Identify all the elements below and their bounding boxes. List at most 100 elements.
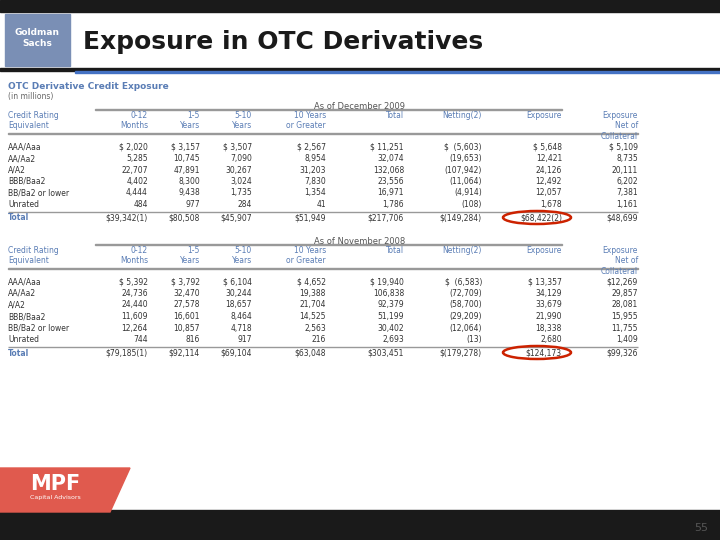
Text: (29,209): (29,209) — [449, 312, 482, 321]
Text: 1-5
Years: 1-5 Years — [180, 111, 200, 130]
Text: $(179,278): $(179,278) — [440, 348, 482, 357]
Text: 12,264: 12,264 — [122, 323, 148, 333]
Text: (12,064): (12,064) — [449, 323, 482, 333]
Text: Exposure
Net of
Collateral: Exposure Net of Collateral — [601, 246, 638, 276]
Text: (in millions): (in millions) — [8, 92, 53, 101]
Text: 7,381: 7,381 — [616, 188, 638, 198]
Text: Exposure in OTC Derivatives: Exposure in OTC Derivatives — [83, 30, 483, 54]
Text: $  (6,583): $ (6,583) — [445, 278, 482, 287]
Text: $99,326: $99,326 — [606, 348, 638, 357]
Text: $ 19,940: $ 19,940 — [370, 278, 404, 287]
Text: $39,342(1): $39,342(1) — [106, 213, 148, 222]
Text: 1,354: 1,354 — [305, 188, 326, 198]
Text: 32,470: 32,470 — [174, 289, 200, 298]
Text: 2,693: 2,693 — [382, 335, 404, 344]
Text: 55: 55 — [694, 523, 708, 533]
Text: 10,745: 10,745 — [174, 154, 200, 163]
Text: $ 11,251: $ 11,251 — [371, 143, 404, 152]
Text: Credit Rating
Equivalent: Credit Rating Equivalent — [8, 111, 59, 130]
Text: 5-10
Years: 5-10 Years — [232, 246, 252, 265]
Text: Credit Rating
Equivalent: Credit Rating Equivalent — [8, 246, 59, 265]
Text: $ 2,567: $ 2,567 — [297, 143, 326, 152]
Text: $ 3,507: $ 3,507 — [223, 143, 252, 152]
Text: BBB/Baa2: BBB/Baa2 — [8, 177, 45, 186]
Text: 24,440: 24,440 — [122, 300, 148, 309]
Bar — [95, 109, 562, 110]
Text: Unrated: Unrated — [8, 335, 39, 344]
Text: BBB/Baa2: BBB/Baa2 — [8, 312, 45, 321]
Text: 4,718: 4,718 — [230, 323, 252, 333]
Text: Netting(2): Netting(2) — [443, 111, 482, 120]
Text: As of December 2009: As of December 2009 — [315, 102, 405, 111]
Text: 12,492: 12,492 — [536, 177, 562, 186]
Text: 2,680: 2,680 — [541, 335, 562, 344]
Text: 24,736: 24,736 — [122, 289, 148, 298]
Text: $ 4,652: $ 4,652 — [297, 278, 326, 287]
Text: $12,269: $12,269 — [607, 278, 638, 287]
Text: (108): (108) — [462, 200, 482, 209]
Text: (19,653): (19,653) — [449, 154, 482, 163]
Text: 8,954: 8,954 — [305, 154, 326, 163]
Text: 15,955: 15,955 — [611, 312, 638, 321]
Text: 23,556: 23,556 — [377, 177, 404, 186]
Text: Netting(2): Netting(2) — [443, 246, 482, 255]
Text: $ 13,357: $ 13,357 — [528, 278, 562, 287]
Text: $51,949: $51,949 — [294, 213, 326, 222]
Text: 32,074: 32,074 — [377, 154, 404, 163]
Text: (107,942): (107,942) — [445, 165, 482, 174]
Text: 18,338: 18,338 — [536, 323, 562, 333]
Text: 16,971: 16,971 — [377, 188, 404, 198]
Text: $(149,284): $(149,284) — [440, 213, 482, 222]
Text: 33,679: 33,679 — [535, 300, 562, 309]
Text: 12,421: 12,421 — [536, 154, 562, 163]
Text: Exposure: Exposure — [526, 111, 562, 120]
Text: 106,838: 106,838 — [373, 289, 404, 298]
Text: 4,444: 4,444 — [126, 188, 148, 198]
Bar — [0, 510, 720, 540]
Text: Capital Advisors: Capital Advisors — [30, 495, 81, 500]
Text: Exposure
Net of
Collateral: Exposure Net of Collateral — [601, 111, 638, 141]
Text: 484: 484 — [133, 200, 148, 209]
Text: 34,129: 34,129 — [536, 289, 562, 298]
Text: 1,786: 1,786 — [382, 200, 404, 209]
Text: Exposure: Exposure — [526, 246, 562, 255]
Text: Total: Total — [386, 111, 404, 120]
Bar — [75, 71, 720, 73]
Bar — [0, 68, 720, 71]
Text: BB/Ba2 or lower: BB/Ba2 or lower — [8, 323, 69, 333]
Text: 132,068: 132,068 — [373, 165, 404, 174]
Bar — [95, 244, 562, 245]
Polygon shape — [0, 468, 130, 512]
Text: 12,057: 12,057 — [536, 188, 562, 198]
Text: A/A2: A/A2 — [8, 300, 26, 309]
Text: 1-5
Years: 1-5 Years — [180, 246, 200, 265]
Text: $217,706: $217,706 — [368, 213, 404, 222]
Text: Total: Total — [8, 348, 30, 357]
Text: 10 Years
or Greater: 10 Years or Greater — [287, 246, 326, 265]
Text: 31,203: 31,203 — [300, 165, 326, 174]
Text: 18,657: 18,657 — [225, 300, 252, 309]
Text: 30,267: 30,267 — [225, 165, 252, 174]
Text: 1,161: 1,161 — [616, 200, 638, 209]
Text: $124,173: $124,173 — [526, 348, 562, 357]
Text: 0-12
Months: 0-12 Months — [120, 246, 148, 265]
Text: 92,379: 92,379 — [377, 300, 404, 309]
Text: (4,914): (4,914) — [454, 188, 482, 198]
Text: $45,907: $45,907 — [220, 213, 252, 222]
Text: $92,114: $92,114 — [168, 348, 200, 357]
Text: 41: 41 — [316, 200, 326, 209]
Text: $303,451: $303,451 — [368, 348, 404, 357]
Text: 28,081: 28,081 — [612, 300, 638, 309]
Text: 10 Years
or Greater: 10 Years or Greater — [287, 111, 326, 130]
Text: $ 3,157: $ 3,157 — [171, 143, 200, 152]
Text: $68,422(2): $68,422(2) — [520, 213, 562, 222]
Text: 1,735: 1,735 — [230, 188, 252, 198]
Text: 21,704: 21,704 — [300, 300, 326, 309]
Text: 19,388: 19,388 — [300, 289, 326, 298]
Text: 1,409: 1,409 — [616, 335, 638, 344]
Text: 21,990: 21,990 — [536, 312, 562, 321]
Text: Total: Total — [8, 213, 30, 222]
Text: 8,300: 8,300 — [179, 177, 200, 186]
Bar — [8, 268, 638, 269]
Text: $48,699: $48,699 — [606, 213, 638, 222]
